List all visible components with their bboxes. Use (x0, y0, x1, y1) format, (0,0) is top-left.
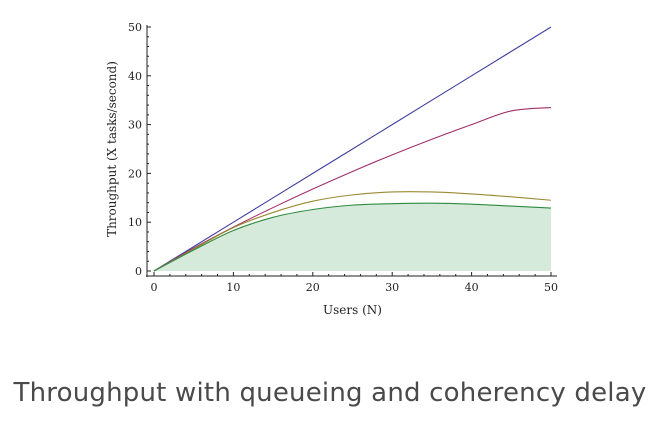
x-tick-label: 10 (226, 281, 240, 294)
series-line-4 (153, 202, 552, 272)
series-area-fill (154, 203, 551, 271)
y-tick-label: 0 (135, 265, 142, 278)
y-tick-label: 50 (128, 21, 142, 34)
y-tick-label: 10 (128, 216, 142, 229)
series-lines (153, 26, 552, 272)
x-tick-label: 20 (306, 281, 320, 294)
x-tick-label: 30 (385, 281, 399, 294)
series-line-3 (153, 191, 552, 272)
series-line-1 (153, 26, 552, 272)
y-tick-label: 40 (128, 70, 142, 83)
x-axis-label: Users (N) (323, 303, 382, 317)
y-axis-label: Throughput (X tasks/second) (105, 61, 119, 237)
x-tick-label: 40 (465, 281, 479, 294)
y-tick-label: 20 (128, 167, 142, 180)
area-fills (154, 203, 551, 271)
x-tick-label: 0 (151, 281, 158, 294)
y-tick-label: 30 (128, 119, 142, 132)
x-tick-label: 50 (544, 281, 558, 294)
throughput-chart: 0 10 20 30 40 50 0 10 20 30 40 50 Users (N) Through… (105, 21, 558, 317)
axes (146, 25, 557, 277)
ticks: 0 10 20 30 40 50 0 10 20 30 40 50 (128, 21, 558, 294)
slide-caption: Throughput with queueing and coherency d… (13, 378, 647, 408)
